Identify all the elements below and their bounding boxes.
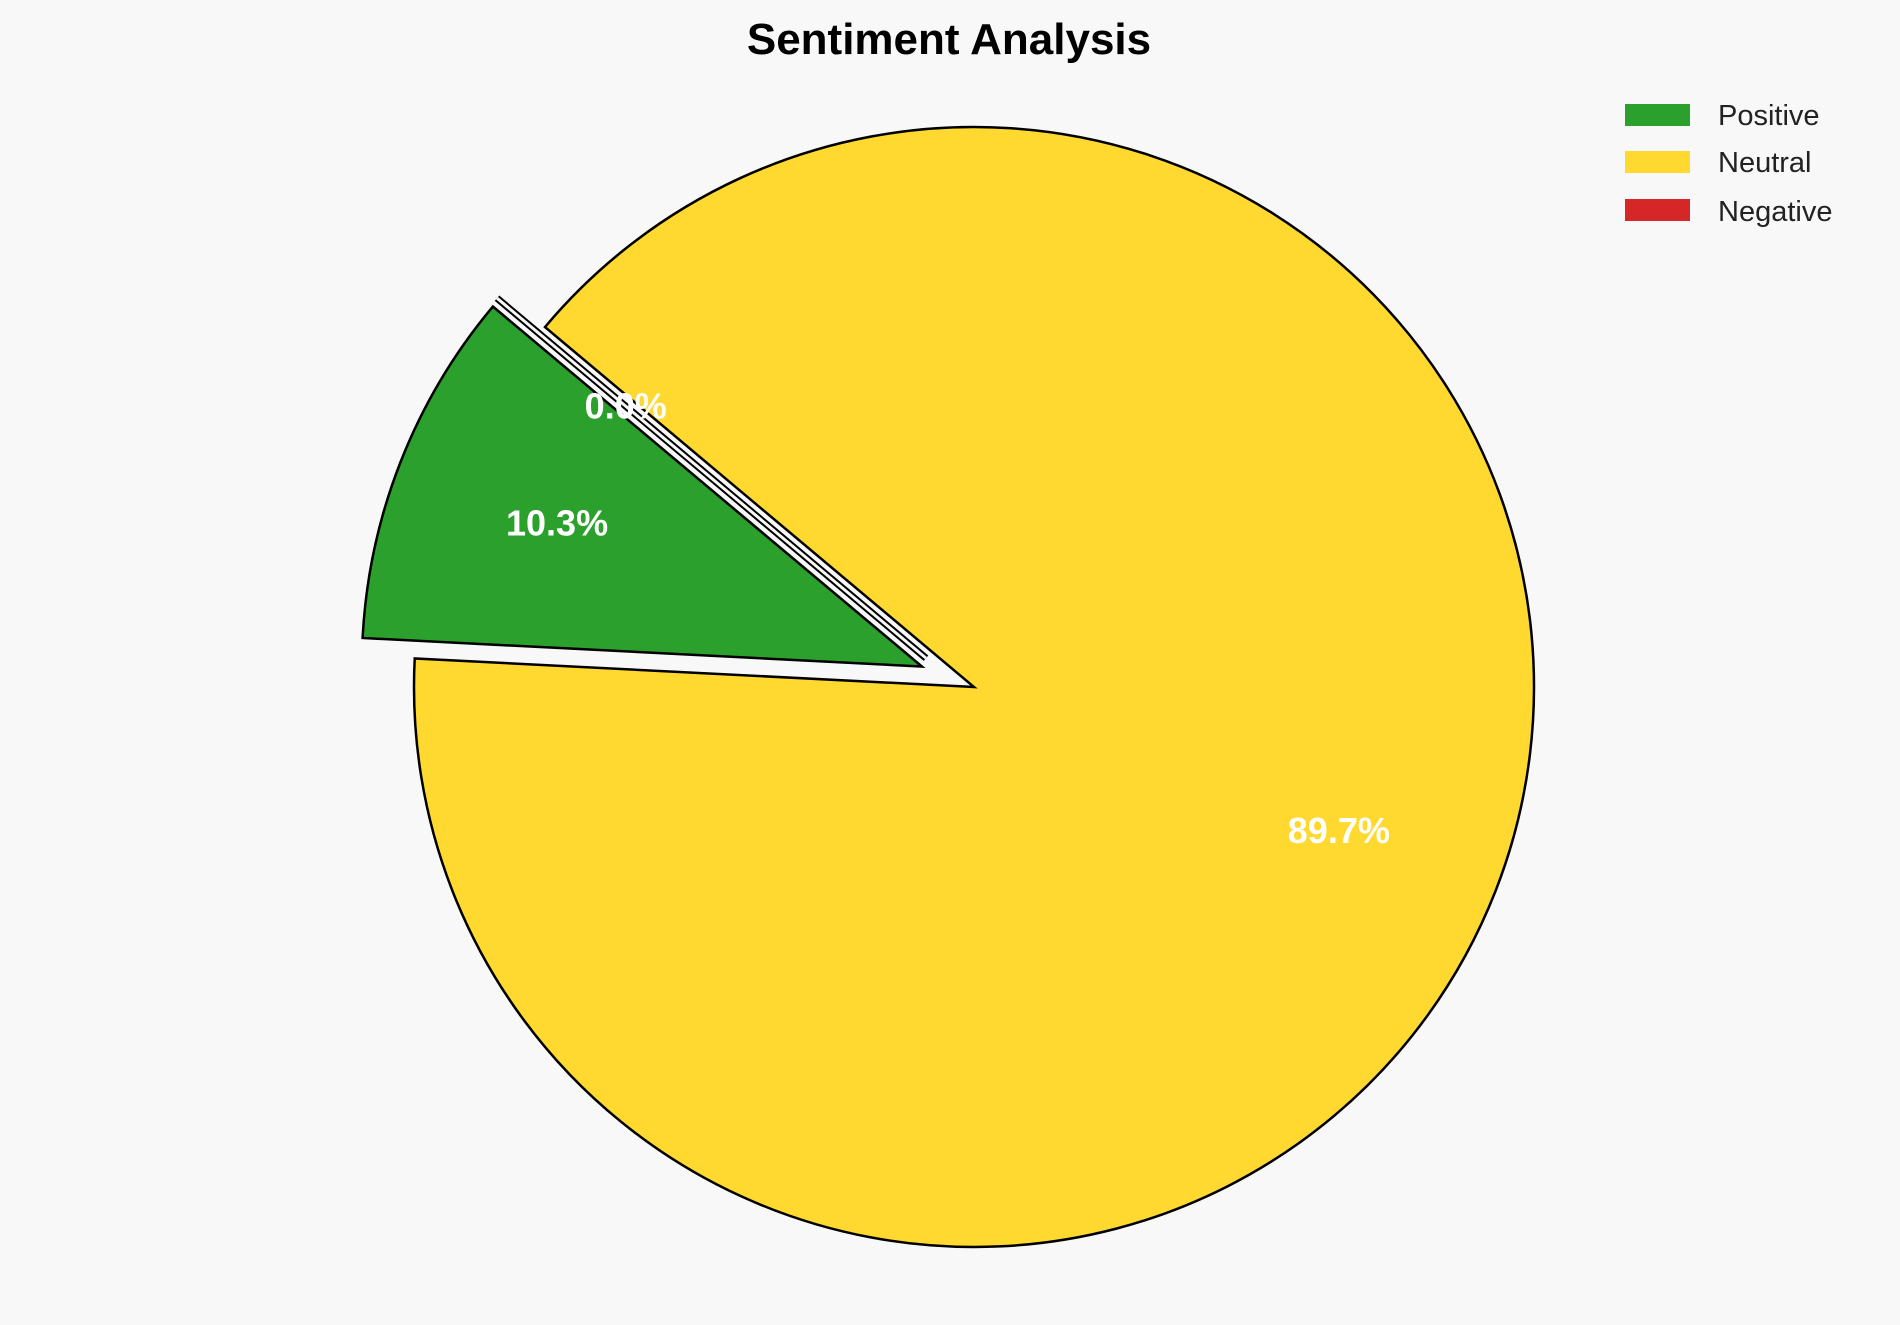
legend-label-positive: Positive xyxy=(1718,100,1820,132)
pie-slice-neutral xyxy=(412,125,1536,1249)
pct-label-neutral: 89.7% xyxy=(1288,810,1390,851)
pie-slice-positive xyxy=(361,304,926,668)
legend-label-neutral: Neutral xyxy=(1718,147,1812,179)
legend-swatch-negative xyxy=(1625,199,1690,221)
legend-swatch-positive xyxy=(1625,104,1690,126)
pct-label-positive: 10.3% xyxy=(506,503,608,544)
legend-swatch-neutral xyxy=(1625,151,1690,173)
legend-label-negative: Negative xyxy=(1718,196,1832,228)
chart-title: Sentiment Analysis xyxy=(747,15,1151,64)
pct-label-negative: 0.0% xyxy=(585,386,667,427)
legend: Positive Neutral Negative xyxy=(1625,100,1832,228)
pie-slice-negative-inner xyxy=(496,297,927,660)
pie-slices xyxy=(361,125,1536,1249)
pie-labels: 10.3% 89.7% 0.0% xyxy=(506,386,1390,851)
